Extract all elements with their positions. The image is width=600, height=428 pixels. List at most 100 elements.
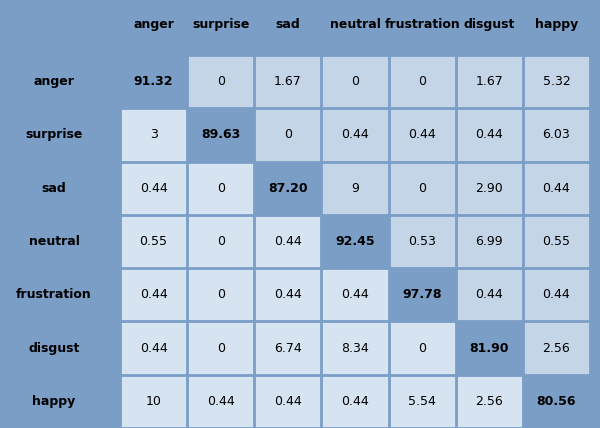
Text: disgust: disgust — [28, 342, 80, 354]
Text: 87.20: 87.20 — [268, 182, 308, 195]
Text: happy: happy — [32, 395, 76, 408]
Text: 1.67: 1.67 — [475, 75, 503, 88]
Text: 0.44: 0.44 — [542, 288, 571, 301]
Text: 6.99: 6.99 — [475, 235, 503, 248]
Bar — [322, 55, 389, 108]
Text: frustration: frustration — [16, 288, 92, 301]
Text: 5.32: 5.32 — [542, 75, 571, 88]
Text: surprise: surprise — [25, 128, 83, 141]
Text: 5.54: 5.54 — [408, 395, 436, 408]
Text: 9: 9 — [351, 182, 359, 195]
Bar — [254, 215, 322, 268]
Text: 89.63: 89.63 — [201, 128, 241, 141]
Text: surprise: surprise — [192, 18, 250, 31]
Bar — [120, 55, 187, 108]
Text: 0.44: 0.44 — [341, 288, 369, 301]
Text: 81.90: 81.90 — [470, 342, 509, 354]
Bar — [120, 215, 187, 268]
Text: 8.34: 8.34 — [341, 342, 369, 354]
Bar — [254, 162, 322, 215]
Text: 0.44: 0.44 — [140, 182, 167, 195]
Bar — [523, 162, 590, 215]
Text: 91.32: 91.32 — [134, 75, 173, 88]
Text: 0.44: 0.44 — [475, 128, 503, 141]
Bar — [523, 108, 590, 162]
Bar — [120, 375, 187, 428]
Bar — [389, 55, 456, 108]
Bar — [523, 375, 590, 428]
Text: 0.53: 0.53 — [408, 235, 436, 248]
Text: 2.56: 2.56 — [475, 395, 503, 408]
Text: 6.03: 6.03 — [542, 128, 571, 141]
Text: 6.74: 6.74 — [274, 342, 302, 354]
Text: 0: 0 — [418, 342, 426, 354]
Text: 0.44: 0.44 — [274, 235, 302, 248]
Bar — [389, 268, 456, 321]
Text: 0.44: 0.44 — [341, 395, 369, 408]
Text: 97.78: 97.78 — [403, 288, 442, 301]
Bar — [523, 321, 590, 375]
Text: 0: 0 — [217, 342, 225, 354]
Bar — [322, 162, 389, 215]
Text: 0.44: 0.44 — [140, 342, 167, 354]
Bar — [187, 375, 254, 428]
Bar — [254, 108, 322, 162]
Text: anger: anger — [133, 18, 174, 31]
Bar — [120, 162, 187, 215]
Bar — [389, 215, 456, 268]
Bar — [456, 268, 523, 321]
Bar — [456, 162, 523, 215]
Bar — [187, 108, 254, 162]
Bar — [254, 321, 322, 375]
Text: 0: 0 — [217, 288, 225, 301]
Text: 0: 0 — [217, 182, 225, 195]
Bar — [456, 215, 523, 268]
Text: 92.45: 92.45 — [335, 235, 375, 248]
Text: disgust: disgust — [464, 18, 515, 31]
Bar — [322, 375, 389, 428]
Bar — [322, 108, 389, 162]
Bar — [322, 321, 389, 375]
Text: 0: 0 — [351, 75, 359, 88]
Bar — [120, 268, 187, 321]
Bar — [187, 215, 254, 268]
Bar — [523, 215, 590, 268]
Bar — [254, 375, 322, 428]
Text: 0.44: 0.44 — [274, 395, 302, 408]
Bar — [187, 55, 254, 108]
Text: 0: 0 — [217, 75, 225, 88]
Text: happy: happy — [535, 18, 578, 31]
Bar — [456, 108, 523, 162]
Text: 0.55: 0.55 — [140, 235, 167, 248]
Bar — [523, 268, 590, 321]
Bar — [389, 375, 456, 428]
Text: neutral: neutral — [329, 18, 380, 31]
Bar — [389, 321, 456, 375]
Bar — [187, 321, 254, 375]
Text: 0.44: 0.44 — [207, 395, 235, 408]
Text: frustration: frustration — [384, 18, 460, 31]
Text: 0.44: 0.44 — [140, 288, 167, 301]
Text: 3: 3 — [149, 128, 158, 141]
Text: 2.90: 2.90 — [475, 182, 503, 195]
Bar — [456, 375, 523, 428]
Bar — [456, 321, 523, 375]
Bar — [523, 55, 590, 108]
Text: 0: 0 — [418, 182, 426, 195]
Bar — [187, 268, 254, 321]
Bar — [322, 215, 389, 268]
Text: 80.56: 80.56 — [536, 395, 576, 408]
Text: 0.44: 0.44 — [475, 288, 503, 301]
Text: neutral: neutral — [29, 235, 79, 248]
Bar — [254, 55, 322, 108]
Bar — [389, 108, 456, 162]
Text: anger: anger — [34, 75, 74, 88]
Bar — [187, 162, 254, 215]
Text: 0.44: 0.44 — [408, 128, 436, 141]
Text: 0: 0 — [284, 128, 292, 141]
Text: 0.44: 0.44 — [542, 182, 571, 195]
Text: 1.67: 1.67 — [274, 75, 302, 88]
Text: sad: sad — [41, 182, 67, 195]
Text: 10: 10 — [146, 395, 161, 408]
Bar — [322, 268, 389, 321]
